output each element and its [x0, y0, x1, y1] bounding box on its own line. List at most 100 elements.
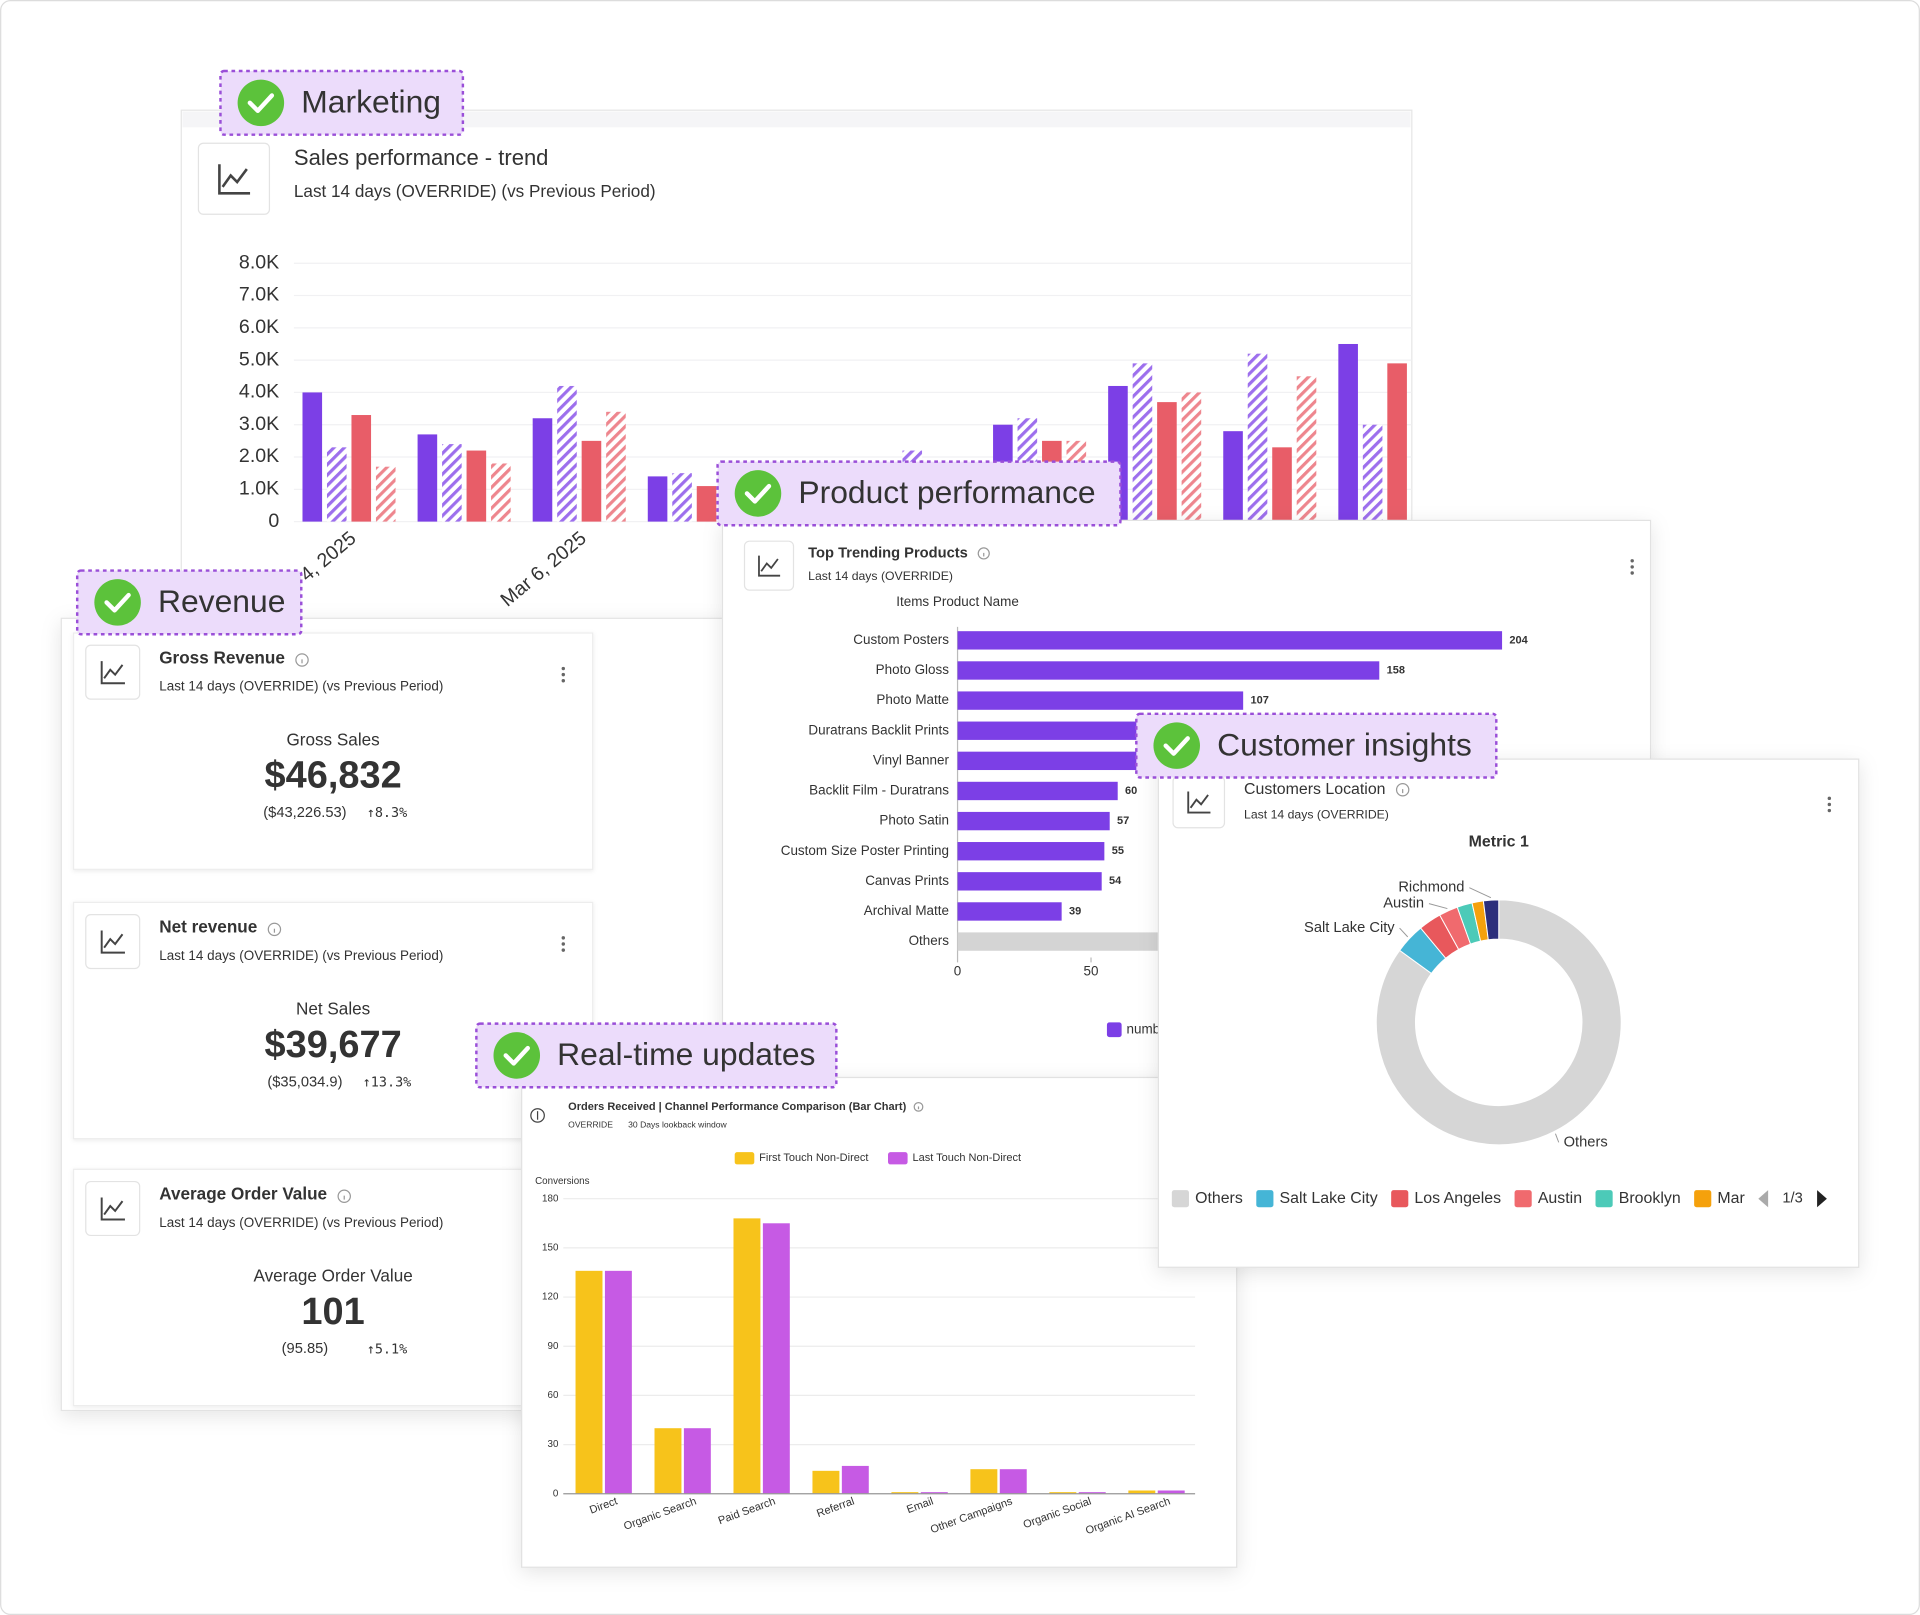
chart-title: Customers Location — [1244, 781, 1385, 798]
legend-swatch — [1106, 1022, 1122, 1038]
panel — [521, 1076, 1238, 1568]
y-axis-title: Conversions — [535, 1176, 589, 1187]
bar — [957, 661, 1380, 680]
check-circle — [734, 470, 782, 517]
check-mark — [247, 93, 275, 114]
axis-title: Items Product Name — [896, 594, 1019, 609]
chart-subtitle: OVERRIDE — [568, 1120, 613, 1130]
y-tick-label: Custom Size Poster Printing — [781, 843, 949, 858]
customer-panel: Customers Location Last 14 days (OVERRIDE… — [1157, 758, 1860, 1268]
channel-icon — [530, 1108, 545, 1123]
revenue-panel: Gross Revenue Last 14 days (OVERRIDE) (vs… — [60, 617, 730, 1412]
leader-line — [1399, 927, 1409, 938]
bar — [957, 691, 1244, 710]
metric-change: ↑13.3% — [363, 1075, 412, 1090]
bar — [351, 415, 372, 522]
tags: Marketing Product performance Revenue Custo… — [75, 69, 1498, 1089]
bar — [1181, 392, 1202, 522]
tag-label: Revenue — [158, 583, 285, 619]
bar — [1223, 431, 1243, 522]
y-tick-label: Photo Matte — [876, 692, 949, 707]
legend-swatch — [1514, 1190, 1532, 1208]
kebab-dot — [1827, 808, 1832, 813]
bar — [1338, 343, 1358, 522]
legend-swatch — [734, 1152, 755, 1165]
y-tick-label: 8.0K — [239, 251, 279, 273]
kebab-dot — [1827, 796, 1832, 801]
slice-label: Salt Lake City — [1304, 920, 1395, 936]
y-tick-label: Duratrans Backlit Prints — [808, 722, 949, 737]
bar — [491, 463, 511, 522]
value-label: 39 — [1069, 905, 1081, 917]
check-circle — [237, 79, 285, 127]
y-tick-label: 6.0K — [239, 316, 279, 338]
value-label: 60 — [1125, 785, 1137, 797]
kebab-dot — [1827, 802, 1832, 807]
y-tick-label: 30 — [548, 1439, 559, 1450]
check-circle — [94, 579, 141, 626]
bar — [417, 434, 438, 522]
donut-slice — [1482, 899, 1500, 941]
info-icon — [1395, 783, 1410, 797]
bar — [696, 486, 717, 522]
y-tick-label: 5.0K — [239, 348, 279, 370]
bar — [841, 1465, 869, 1494]
bar — [957, 842, 1105, 861]
chart-note: 30 Days lookback window — [628, 1120, 727, 1130]
kebab-dot — [561, 672, 566, 677]
card-subtitle: Last 14 days (OVERRIDE) (vs Previous Per… — [159, 678, 443, 693]
chart-subtitle: Last 14 days (OVERRIDE) (vs Previous Per… — [294, 181, 656, 201]
x-tick-label: 0 — [954, 964, 961, 979]
bar — [466, 450, 487, 522]
tag-label: Marketing — [301, 83, 441, 119]
bar — [1078, 1492, 1106, 1494]
bar — [1362, 424, 1383, 522]
y-tick-label: 180 — [542, 1193, 559, 1204]
bar — [891, 1492, 919, 1494]
info-icon — [267, 922, 282, 937]
y-tick-label: 90 — [548, 1341, 559, 1352]
y-tick-label: Canvas Prints — [865, 873, 949, 888]
metric-value: $39,677 — [265, 1024, 402, 1066]
card — [72, 1168, 594, 1407]
value-label: 158 — [1387, 664, 1405, 676]
metric-value: 101 — [301, 1291, 364, 1333]
chart-title: Sales performance - trend — [294, 145, 549, 170]
info-icon — [913, 1101, 924, 1112]
card-title: Net revenue — [159, 917, 257, 937]
panel-header — [182, 111, 1411, 128]
pager-next — [1817, 1190, 1827, 1208]
metric-previous: ($43,226.53) — [263, 805, 346, 821]
bar — [733, 1218, 761, 1494]
legend-swatch — [1171, 1190, 1189, 1208]
y-tick-label: Others — [909, 933, 950, 948]
bar — [326, 447, 347, 522]
bar — [1157, 1490, 1185, 1494]
icon-glyph — [100, 930, 125, 954]
bar — [1387, 363, 1407, 522]
y-tick-label: 1.0K — [239, 477, 279, 499]
bar — [606, 411, 626, 522]
check-circle — [493, 1032, 541, 1079]
legend-label: Last Touch Non-Direct — [912, 1152, 1021, 1164]
card-subtitle: Last 14 days (OVERRIDE) (vs Previous Per… — [159, 948, 443, 963]
chart-title: Orders Received | Channel Performance Co… — [568, 1101, 906, 1113]
legend-label: Mar — [1717, 1190, 1745, 1207]
bar — [1049, 1492, 1077, 1494]
bar — [920, 1492, 948, 1494]
metric-label: Net Sales — [296, 999, 370, 1019]
tag-box — [1135, 712, 1498, 779]
y-tick-label: Photo Satin — [879, 813, 949, 828]
kebab-dot — [561, 679, 566, 683]
bar — [1272, 447, 1292, 522]
pager-prev — [1758, 1190, 1769, 1208]
y-tick-label: 3.0K — [239, 413, 279, 435]
panel — [1157, 758, 1860, 1268]
bar — [812, 1470, 840, 1494]
legend-label: Others — [1195, 1190, 1243, 1207]
y-tick-label: Archival Matte — [864, 903, 949, 918]
bar — [957, 781, 1118, 801]
bar — [654, 1428, 682, 1494]
check-mark — [104, 592, 131, 613]
